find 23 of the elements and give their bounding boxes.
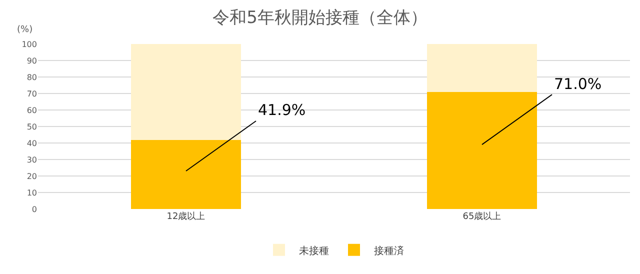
y-tick-label: 50	[26, 122, 37, 132]
y-tick-label: 40	[26, 138, 37, 148]
y-tick-label: 90	[26, 56, 37, 66]
y-tick-label: 20	[26, 172, 37, 181]
legend-label: 接種済	[374, 244, 404, 257]
y-tick-label: 60	[26, 106, 37, 115]
data-label: 71.0%	[554, 75, 602, 93]
chart-title: 令和5年秋開始接種（全体）	[212, 8, 428, 28]
y-tick-label: 30	[26, 155, 37, 164]
legend-label: 未接種	[299, 244, 329, 257]
bar	[131, 44, 241, 140]
y-tick-label: 80	[26, 72, 37, 82]
y-axis-title: (%)	[17, 25, 33, 35]
y-tick-label: 100	[22, 40, 37, 49]
x-tick-label: 65歳以上	[462, 211, 502, 222]
bar	[427, 44, 537, 92]
y-tick-label: 10	[26, 188, 37, 198]
bar	[427, 92, 537, 209]
y-tick-label: 70	[26, 89, 37, 98]
bar	[131, 140, 241, 209]
data-label: 41.9%	[258, 101, 306, 119]
x-tick-label: 12歳以上	[166, 211, 206, 222]
y-tick-label: 0	[32, 204, 37, 214]
